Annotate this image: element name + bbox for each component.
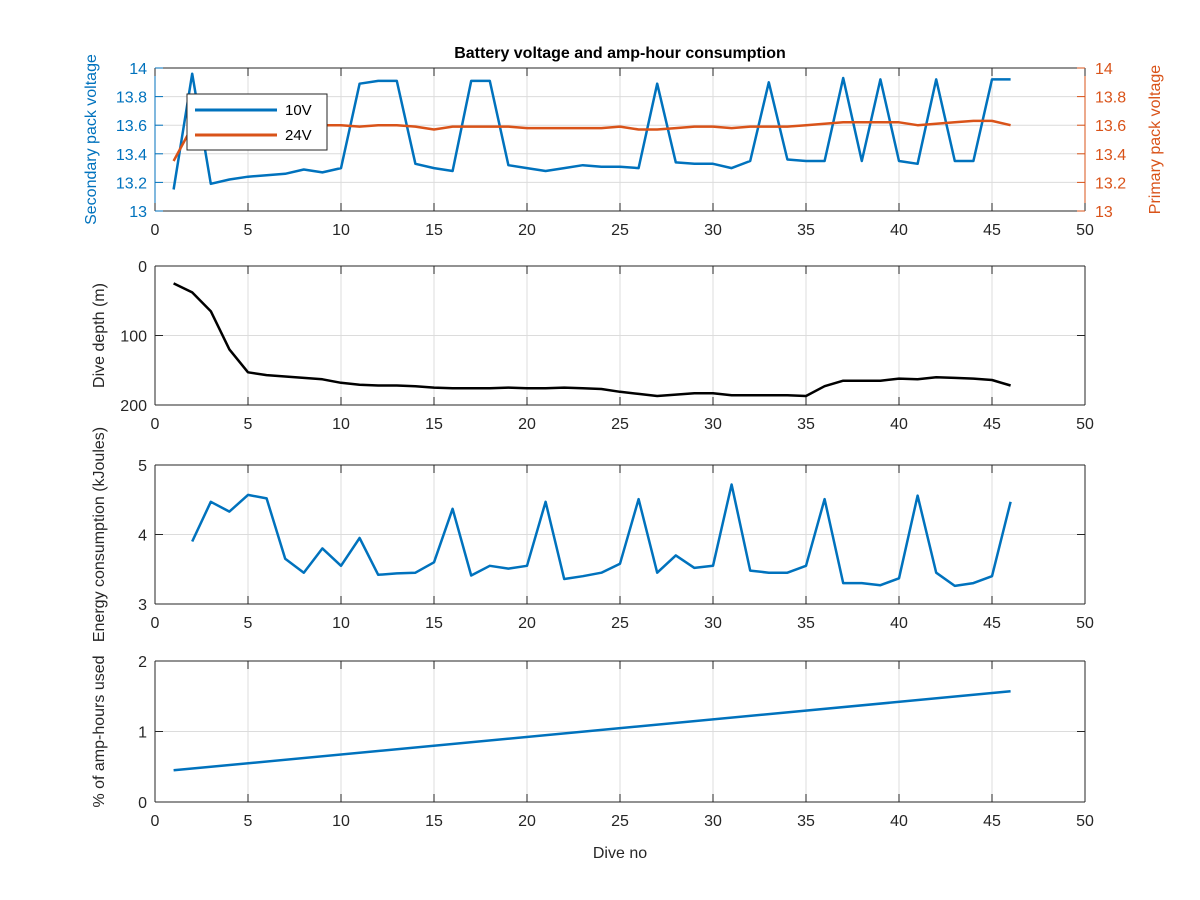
amp-hours-series-line (173, 690, 1011, 772)
x-tick-label: 35 (797, 615, 815, 632)
y-tick-label: 14 (129, 61, 147, 78)
x-tick-label: 35 (797, 813, 815, 830)
x-tick-label: 10 (332, 222, 350, 239)
y-tick-label: 13 (129, 204, 147, 221)
x-tick-label: 45 (983, 615, 1001, 632)
y-tick-label: 1 (138, 725, 147, 742)
y-tick-label: 13.2 (116, 175, 147, 192)
x-tick-label: 20 (518, 222, 536, 239)
x-tick-label: 10 (332, 615, 350, 632)
x-axis-label: Dive no (593, 845, 647, 862)
x-tick-label: 20 (518, 615, 536, 632)
y-tick-label: 200 (120, 398, 147, 415)
x-tick-label: 50 (1076, 615, 1094, 632)
x-tick-label: 20 (518, 416, 536, 433)
x-tick-label: 40 (890, 813, 908, 830)
x-tick-label: 5 (244, 222, 253, 239)
depth-series-line (173, 282, 1011, 398)
x-tick-label: 5 (244, 615, 253, 632)
x-tick-label: 20 (518, 813, 536, 830)
y-tick-label: 0 (138, 259, 147, 276)
x-tick-label: 50 (1076, 222, 1094, 239)
x-tick-label: 30 (704, 222, 722, 239)
y-axis-label: Dive depth (m) (91, 283, 108, 388)
y-tick-label: 13.6 (116, 118, 147, 135)
x-tick-label: 10 (332, 813, 350, 830)
y-axis-label: Secondary pack voltage (83, 54, 100, 225)
legend-box (186, 93, 328, 151)
x-tick-label: 15 (425, 416, 443, 433)
x-tick-label: 25 (611, 813, 629, 830)
x-tick-label: 35 (797, 416, 815, 433)
y-axis-label: % of amp-hours used (91, 655, 108, 807)
figure-title: Battery voltage and amp-hour consumption (454, 45, 786, 62)
x-tick-label: 15 (425, 615, 443, 632)
x-tick-label: 40 (890, 222, 908, 239)
x-tick-label: 5 (244, 416, 253, 433)
right-y-tick-label: 14 (1095, 61, 1113, 78)
x-tick-label: 5 (244, 813, 253, 830)
energy-series-line (191, 483, 1012, 588)
legend-label: 10V (285, 102, 312, 119)
x-tick-label: 40 (890, 615, 908, 632)
right-y-tick-label: 13 (1095, 204, 1113, 221)
x-tick-label: 45 (983, 813, 1001, 830)
y-tick-label: 13.4 (116, 147, 147, 164)
x-tick-label: 0 (151, 813, 160, 830)
x-tick-label: 30 (704, 813, 722, 830)
right-y-tick-label: 13.8 (1095, 90, 1126, 107)
x-tick-label: 0 (151, 416, 160, 433)
voltage-subplot: 0 5 10 15 20 25 30 35 40 45 501313.213.413.613.814… (83, 54, 1164, 239)
right-y-tick-label: 13.4 (1095, 147, 1126, 164)
y-axis-label: Energy consumption (kJoules) (91, 427, 108, 642)
x-tick-label: 40 (890, 416, 908, 433)
y-tick-label: 3 (138, 597, 147, 614)
x-tick-label: 45 (983, 416, 1001, 433)
y-tick-label: 2 (138, 654, 147, 671)
y-tick-label: 0 (138, 795, 147, 812)
right-y-axis-label: Primary pack voltage (1147, 65, 1164, 214)
x-tick-label: 0 (151, 222, 160, 239)
x-tick-label: 25 (611, 416, 629, 433)
amp-hours-subplot: 0 5 10 15 20 25 30 35 40 45 50 0 1 2 % of amp-hours us… (91, 654, 1094, 830)
legend-label: 24V (285, 127, 312, 144)
voltage-series-line-10V (172, 72, 1011, 190)
x-tick-label: 10 (332, 416, 350, 433)
y-tick-label: 4 (138, 528, 147, 545)
right-y-tick-label: 13.2 (1095, 175, 1126, 192)
x-tick-label: 30 (704, 615, 722, 632)
y-tick-label: 13.8 (116, 90, 147, 107)
depth-subplot: 0 5 10 15 20 25 30 35 40 45 50 0 100 200 Dive depth (m… (91, 259, 1094, 433)
x-tick-label: 45 (983, 222, 1001, 239)
x-tick-label: 25 (611, 615, 629, 632)
x-tick-label: 0 (151, 615, 160, 632)
x-tick-label: 25 (611, 222, 629, 239)
x-tick-label: 30 (704, 416, 722, 433)
y-tick-label: 5 (138, 458, 147, 475)
y-tick-label: 100 (120, 329, 147, 346)
x-tick-label: 15 (425, 813, 443, 830)
right-y-tick-label: 13.6 (1095, 118, 1126, 135)
x-tick-label: 15 (425, 222, 443, 239)
x-tick-label: 50 (1076, 813, 1094, 830)
x-tick-label: 35 (797, 222, 815, 239)
x-tick-label: 50 (1076, 416, 1094, 433)
